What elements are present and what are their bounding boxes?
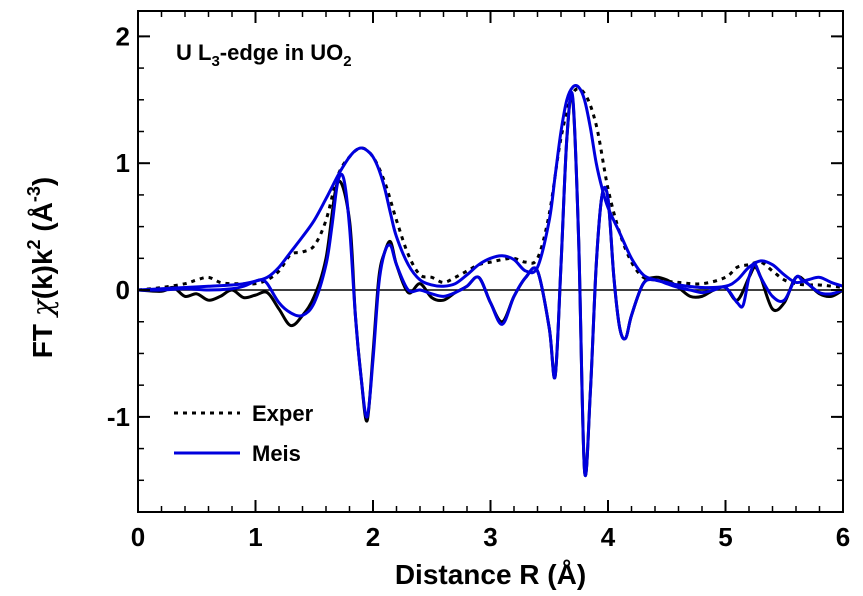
title-sub2: 2 bbox=[343, 53, 351, 70]
y-axis-label-sup2: -3 bbox=[24, 186, 44, 202]
series-line-meis-magnitude bbox=[138, 84, 843, 292]
x-tick-label: 2 bbox=[366, 522, 380, 552]
y-axis-label-chi: χ bbox=[26, 297, 59, 318]
x-tick-label: 4 bbox=[601, 522, 616, 552]
y-axis-label-sup1: 2 bbox=[24, 239, 44, 249]
legend-label-meis: Meis bbox=[252, 441, 301, 466]
legend-label-exper: Exper bbox=[252, 401, 314, 426]
x-tick-label: 0 bbox=[131, 522, 145, 552]
y-axis-label-prefix: FT bbox=[27, 316, 58, 358]
y-axis-label: FT χ(k)k2 (Å-3) bbox=[24, 177, 59, 358]
chart-title: U L3-edge in UO2 bbox=[176, 40, 352, 70]
legend: Exper Meis bbox=[174, 401, 314, 466]
x-tick-label: 6 bbox=[836, 522, 850, 552]
title-middle: -edge in UO bbox=[220, 40, 343, 65]
plot-layer bbox=[138, 84, 843, 478]
series-line-meis-imaginary bbox=[138, 90, 843, 478]
x-tick-label: 1 bbox=[248, 522, 262, 552]
title-prefix: U L bbox=[176, 40, 211, 65]
y-tick-label: -1 bbox=[107, 402, 130, 432]
y-axis-label-suffix: ) bbox=[27, 177, 58, 186]
title-sub1: 3 bbox=[211, 53, 219, 70]
y-tick-label: 1 bbox=[116, 148, 130, 178]
x-tick-label: 3 bbox=[483, 522, 497, 552]
y-axis-label-middle: (k)k bbox=[27, 249, 58, 299]
y-axis-label-unit: (Å bbox=[27, 202, 58, 239]
x-axis-label: Distance R (Å) bbox=[395, 559, 586, 590]
series-line-exper-magnitude bbox=[138, 87, 843, 292]
series-group bbox=[138, 84, 843, 478]
x-tick-label: 5 bbox=[718, 522, 732, 552]
y-tick-label: 2 bbox=[116, 21, 130, 51]
chart-title-text: U L3-edge in UO2 bbox=[176, 40, 352, 70]
y-tick-label: 0 bbox=[116, 275, 130, 305]
